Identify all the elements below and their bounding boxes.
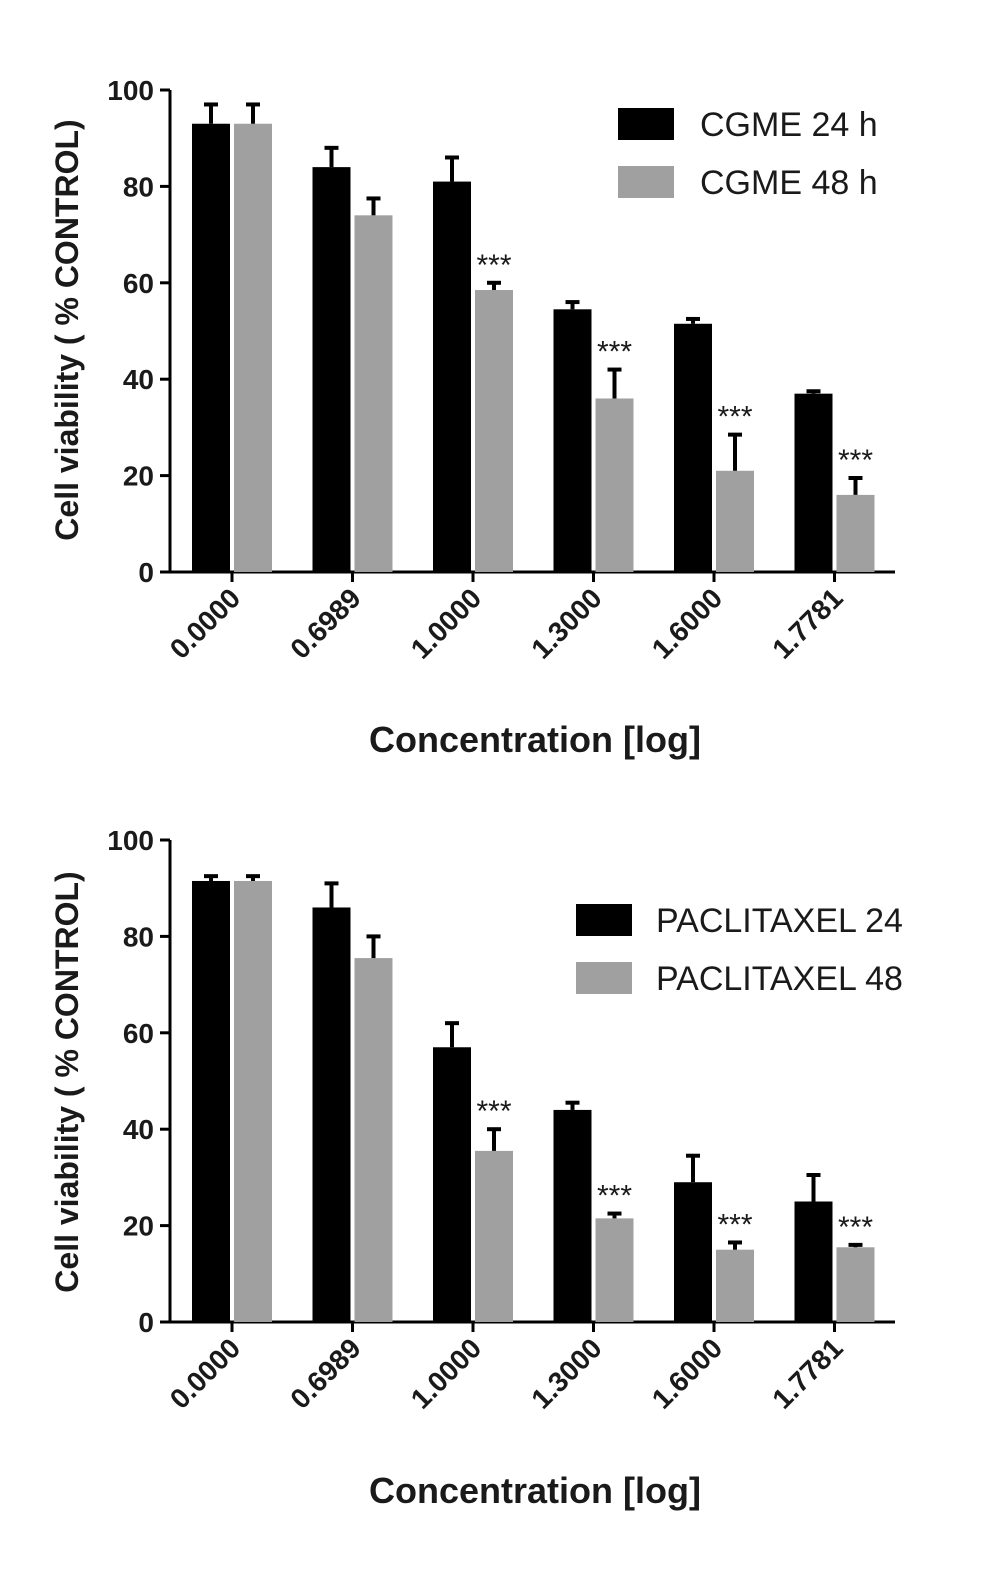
bar (716, 470, 754, 572)
bar (595, 398, 634, 572)
x-tick-label: 0.0000 (164, 1332, 246, 1414)
y-tick-label: 80 (123, 921, 154, 952)
y-tick-label: 80 (123, 171, 154, 202)
chart-cgme: Cell viability ( % CONTROL) Concentratio… (49, 75, 895, 760)
x-axis-label: Concentration [log] (369, 719, 701, 760)
bar (553, 1109, 592, 1322)
bar (836, 494, 875, 572)
legend-swatch (576, 904, 632, 936)
legend: CGME 24 h CGME 48 h (618, 106, 878, 202)
significance-label: *** (597, 1180, 632, 1213)
y-tick-label: 20 (123, 1211, 154, 1242)
chart-paclitaxel: Cell viability ( % CONTROL) Concentratio… (49, 825, 903, 1511)
legend-swatch (618, 166, 674, 198)
y-tick-label: 0 (138, 557, 154, 588)
legend-label: PACLITAXEL 24 (656, 902, 903, 940)
significance-label: *** (476, 1095, 511, 1128)
y-axis-label: Cell viability ( % CONTROL) (49, 871, 85, 1292)
bar (794, 393, 833, 572)
y-axis-label: Cell viability ( % CONTROL) (49, 119, 85, 540)
x-tick-label: 0.6989 (284, 1332, 366, 1414)
bar (836, 1247, 875, 1322)
x-tick-label: 1.0000 (405, 582, 487, 664)
bar (674, 1182, 712, 1322)
y-tick-label: 60 (123, 268, 154, 299)
significance-label: *** (476, 249, 511, 282)
bar (475, 290, 513, 572)
significance-label: *** (717, 1208, 752, 1241)
significance-label: *** (838, 1211, 873, 1244)
legend-swatch (576, 962, 632, 994)
bar (312, 167, 351, 572)
significance-label: *** (597, 336, 632, 369)
significance-label: *** (838, 444, 873, 477)
bar (475, 1150, 513, 1322)
x-tick-label: 1.7781 (766, 582, 848, 664)
bar (234, 880, 272, 1322)
bar (595, 1218, 634, 1322)
x-tick-label: 1.3000 (525, 582, 607, 664)
x-tick-label: 1.3000 (525, 1332, 607, 1414)
bars: *** *** *** *** (192, 102, 875, 573)
y-tick-label: 100 (107, 825, 154, 856)
bar (312, 907, 351, 1322)
bar (433, 1047, 471, 1322)
y-tick-label: 0 (138, 1307, 154, 1338)
x-tick-label: 0.6989 (284, 582, 366, 664)
bar (192, 880, 230, 1322)
x-tick-label: 1.6000 (646, 1332, 728, 1414)
x-tick-label: 1.0000 (405, 1332, 487, 1414)
legend-label: CGME 24 h (700, 106, 878, 144)
y-tick-label: 20 (123, 461, 154, 492)
legend: PACLITAXEL 24 PACLITAXEL 48 (576, 902, 903, 998)
bar (354, 958, 393, 1322)
bar (794, 1201, 833, 1322)
legend-label: CGME 48 h (700, 164, 878, 202)
x-axis-label: Concentration [log] (369, 1470, 701, 1511)
bars: *** *** *** *** (192, 874, 875, 1322)
y-tick-label: 40 (123, 1114, 154, 1145)
x-tick-label: 1.7781 (766, 1332, 848, 1414)
legend-swatch (618, 108, 674, 140)
y-tick-label: 40 (123, 364, 154, 395)
bar (674, 323, 712, 572)
x-tick-label: 0.0000 (164, 582, 246, 664)
x-tick-label: 1.6000 (646, 582, 728, 664)
bar (234, 123, 272, 573)
significance-label: *** (717, 401, 752, 434)
bar (716, 1249, 754, 1322)
legend-label: PACLITAXEL 48 (656, 960, 903, 998)
y-tick-label: 100 (107, 75, 154, 106)
bar (553, 309, 592, 572)
bar (192, 123, 230, 573)
y-tick-label: 60 (123, 1018, 154, 1049)
bar (354, 215, 393, 572)
bar (433, 181, 471, 572)
